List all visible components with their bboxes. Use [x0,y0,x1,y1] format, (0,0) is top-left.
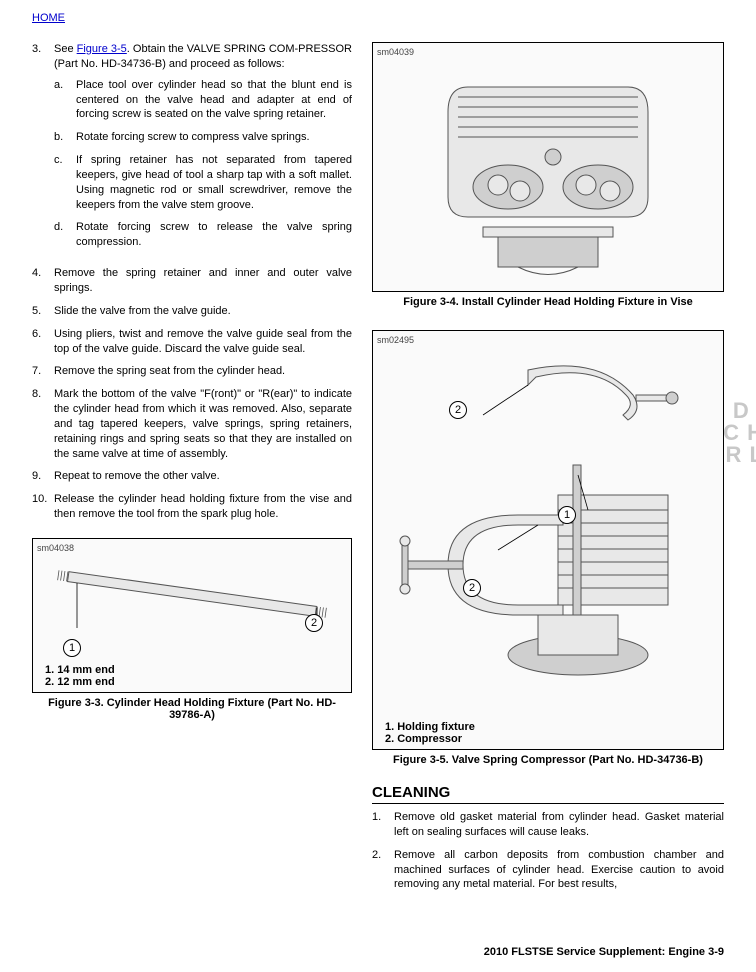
callout-mid-1: 1 [558,506,576,524]
content-columns: 3. See Figure 3-5. Obtain the VALVE SPRI… [32,42,724,900]
figure-3-3: sm04038 1 2 1. 14 mm end 2. [32,538,352,693]
sub-letter: b. [54,130,76,145]
step-num: 2. [372,848,394,893]
sub-letter: a. [54,78,76,123]
cleaning-heading: CLEANING [372,784,724,804]
compressor-illustration [377,345,719,715]
step-text-prefix: See [54,43,77,55]
figure-id: sm04038 [37,543,347,553]
step-num: 8. [32,387,54,461]
cleaning-list: 1.Remove old gasket material from cylind… [372,810,724,892]
callout-1: 1 [63,639,81,657]
step-7: 7.Remove the spring seat from the cylind… [32,364,352,379]
figure-3-5: sm02495 [372,330,724,750]
figure-3-4-caption: Figure 3-4. Install Cylinder Head Holdin… [372,296,724,308]
step-6: 6.Using pliers, twist and remove the val… [32,327,352,357]
sub-letter: d. [54,220,76,250]
procedure-list: 3. See Figure 3-5. Obtain the VALVE SPRI… [32,42,352,522]
sub-text: Rotate forcing screw to compress valve s… [76,130,352,145]
step-text: Remove all carbon deposits from combusti… [394,848,724,893]
right-column: sm04039 [372,42,724,900]
figure-3-4: sm04039 [372,42,724,292]
step-8: 8.Mark the bottom of the valve "F(ront)"… [32,387,352,461]
sub-letter: c. [54,153,76,212]
figure-id: sm04039 [377,47,719,57]
callout-2: 2 [305,614,323,632]
step-3a: a.Place tool over cylinder head so that … [54,78,352,123]
step-num: 1. [372,810,394,840]
fixture-rod-illustration [37,553,347,653]
step-num: 3. [32,42,54,258]
legend-2: 2. Compressor [385,733,475,745]
step-3b: b.Rotate forcing screw to compress valve… [54,130,352,145]
step-num: 7. [32,364,54,379]
callout-mid-2: 2 [463,579,481,597]
step-9: 9.Repeat to remove the other valve. [32,469,352,484]
page-footer: 2010 FLSTSE Service Supplement: Engine 3… [484,946,724,958]
callout-top-2: 2 [449,401,467,419]
figure-link-3-5[interactable]: Figure 3-5 [77,43,127,55]
step-text: Release the cylinder head holding fixtur… [54,492,352,522]
sub-text: Place tool over cylinder head so that th… [76,78,352,123]
step-3d: d.Rotate forcing screw to release the va… [54,220,352,250]
step-num: 10. [32,492,54,522]
figure-id: sm02495 [377,335,719,345]
figure-3-3-caption: Figure 3-3. Cylinder Head Holding Fixtur… [32,697,352,721]
step-text: Mark the bottom of the valve "F(ront)" o… [54,387,352,461]
step-4: 4.Remove the spring retainer and inner a… [32,266,352,296]
step-text: Remove the spring seat from the cylinder… [54,364,352,379]
step-num: 5. [32,304,54,319]
step-num: 9. [32,469,54,484]
step-text: Using pliers, twist and remove the valve… [54,327,352,357]
step-3c: c.If spring retainer has not separated f… [54,153,352,212]
sub-text: Rotate forcing screw to release the valv… [76,220,352,250]
step-num: 6. [32,327,54,357]
cylinder-head-illustration [377,57,719,287]
clean-step-1: 1.Remove old gasket material from cylind… [372,810,724,840]
step-10: 10.Release the cylinder head holding fix… [32,492,352,522]
sub-text: If spring retainer has not separated fro… [76,153,352,212]
step-3: 3. See Figure 3-5. Obtain the VALVE SPRI… [32,42,352,258]
step-text: Remove the spring retainer and inner and… [54,266,352,296]
clean-step-2: 2.Remove all carbon deposits from combus… [372,848,724,893]
legend-1: 1. Holding fixture [385,721,475,733]
step-text: Slide the valve from the valve guide. [54,304,352,319]
figure-3-5-caption: Figure 3-5. Valve Spring Compressor (Par… [372,754,724,766]
legend-1: 1. 14 mm end [45,664,115,676]
step-5: 5.Slide the valve from the valve guide. [32,304,352,319]
step-num: 4. [32,266,54,296]
home-link[interactable]: HOME [32,12,65,24]
step-text: Repeat to remove the other valve. [54,469,352,484]
legend-2: 2. 12 mm end [45,676,115,688]
left-column: 3. See Figure 3-5. Obtain the VALVE SPRI… [32,42,352,900]
step-text: Remove old gasket material from cylinder… [394,810,724,840]
